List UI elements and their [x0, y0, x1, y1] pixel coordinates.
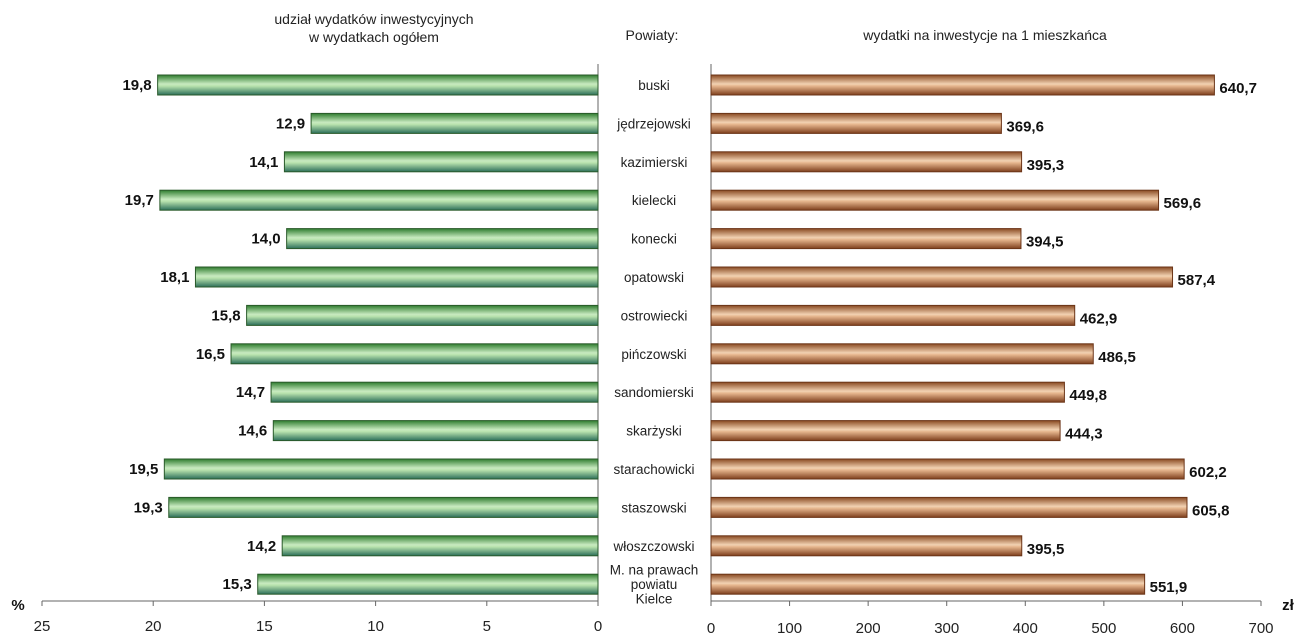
left-tick-label: 25	[34, 618, 51, 635]
right-bar-value: 449,8	[1069, 387, 1107, 404]
category-label: sandomierski	[614, 385, 694, 400]
right-bar	[710, 535, 1023, 557]
category-label: włoszczowski	[612, 539, 694, 554]
left-tick-label: 0	[594, 618, 602, 635]
right-bar-value: 394,5	[1026, 234, 1064, 251]
right-bar	[710, 228, 1022, 250]
left-bar-value: 18,1	[160, 269, 189, 286]
category-label: opatowski	[624, 270, 684, 285]
left-bar	[159, 189, 599, 211]
left-bar-value: 19,7	[125, 192, 154, 209]
left-tick-label: 5	[483, 618, 491, 635]
right-bar-value: 486,5	[1098, 349, 1136, 366]
right-tick-label: 100	[777, 620, 802, 635]
left-bar-value: 16,5	[196, 346, 225, 363]
left-tick-label: 10	[367, 618, 384, 635]
left-bar-value: 15,3	[223, 576, 252, 593]
left-bar	[168, 496, 599, 518]
right-tick-label: 200	[856, 620, 881, 635]
left-bar	[230, 343, 599, 365]
right-bar-value: 640,7	[1219, 80, 1257, 97]
category-label: konecki	[631, 232, 677, 247]
right-bar-value: 605,8	[1192, 502, 1230, 519]
category-label: jędrzejowski	[616, 116, 691, 131]
left-bar	[246, 304, 599, 326]
right-bars: 640,7 369,6 395,3 569,6 394,5 587,4 462,9 486,5…	[710, 74, 1257, 596]
category-label: starachowicki	[613, 462, 694, 477]
category-label: M. na prawach	[610, 563, 699, 578]
right-tick-label: 700	[1248, 620, 1273, 635]
left-bar-value: 15,8	[211, 307, 240, 324]
category-label: pińczowski	[621, 347, 686, 362]
left-bar	[272, 420, 599, 442]
right-tick-label: 500	[1091, 620, 1116, 635]
right-axis-unit: zł	[1282, 597, 1295, 614]
right-bar	[710, 189, 1160, 211]
left-axis-unit: %	[11, 597, 24, 614]
left-bar-value: 12,9	[276, 115, 305, 132]
left-bar	[283, 151, 599, 173]
right-bar	[710, 458, 1185, 480]
right-title-line: wydatki na inwestycje na 1 mieszkańca	[862, 27, 1107, 43]
right-bar	[710, 496, 1188, 518]
right-bar	[710, 74, 1215, 96]
category-label: ostrowiecki	[621, 308, 688, 323]
right-bar	[710, 151, 1023, 173]
left-title-line: w wydatkach ogółem	[308, 29, 439, 45]
right-chart-title: wydatki na inwestycje na 1 mieszkańca	[862, 27, 1107, 43]
right-tick-label: 300	[934, 620, 959, 635]
right-bar-value: 569,6	[1164, 195, 1202, 212]
category-label: kazimierski	[621, 155, 688, 170]
category-label: buski	[638, 78, 670, 93]
right-bar	[710, 304, 1076, 326]
right-bar-value: 462,9	[1080, 310, 1118, 327]
category-label: powiatu	[631, 577, 678, 592]
left-bar-value: 14,6	[238, 423, 267, 440]
left-bar-value: 19,8	[122, 77, 151, 94]
category-labels: buski jędrzejowski kazimierski kielecki kone…	[610, 78, 699, 607]
right-tick-label: 0	[707, 620, 715, 635]
right-bar	[710, 112, 1002, 134]
left-bar-value: 19,3	[134, 499, 163, 516]
category-header: Powiaty:	[626, 27, 679, 43]
left-bar	[310, 112, 599, 134]
left-bar	[257, 573, 599, 595]
right-bar	[710, 381, 1065, 403]
left-bar	[163, 458, 599, 480]
right-bar-value: 602,2	[1189, 464, 1227, 481]
left-bar-value: 14,1	[249, 154, 278, 171]
right-bar-value: 395,5	[1027, 541, 1065, 558]
left-bar-value: 14,0	[251, 231, 280, 248]
category-label: kielecki	[632, 193, 676, 208]
right-bar	[710, 343, 1094, 365]
left-tick-label: 15	[256, 618, 273, 635]
left-bar-value: 14,2	[247, 538, 276, 555]
left-title-line: udział wydatków inwestycyjnych	[274, 11, 473, 27]
right-bar	[710, 420, 1061, 442]
right-bar-value: 369,6	[1006, 118, 1044, 135]
right-bar	[710, 266, 1174, 288]
right-bar	[710, 573, 1146, 595]
left-bar	[286, 228, 599, 250]
left-tick-label: 20	[145, 618, 162, 635]
category-header-text: Powiaty:	[626, 27, 679, 43]
right-bar-value: 551,9	[1150, 579, 1188, 596]
left-chart-title: udział wydatków inwestycyjnych w wydatkac…	[274, 11, 473, 45]
left-bar	[270, 381, 599, 403]
right-bar-value: 444,3	[1065, 426, 1103, 443]
right-bar-value: 395,3	[1027, 157, 1065, 174]
left-bar	[157, 74, 599, 96]
left-bar	[194, 266, 599, 288]
right-tick-label: 600	[1170, 620, 1195, 635]
left-bars: 19,8 12,9 14,1 19,7 14,0 18,1 15,8 16,5 14,7 14,6…	[122, 74, 599, 595]
left-bar	[281, 535, 599, 557]
category-label: Kielce	[636, 592, 673, 607]
left-bar-value: 19,5	[129, 461, 158, 478]
left-bar-value: 14,7	[236, 384, 265, 401]
category-label: staszowski	[621, 500, 686, 515]
right-tick-label: 400	[1013, 620, 1038, 635]
category-label: skarżyski	[626, 424, 682, 439]
right-bar-value: 587,4	[1178, 272, 1216, 289]
